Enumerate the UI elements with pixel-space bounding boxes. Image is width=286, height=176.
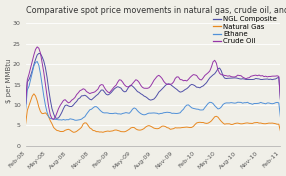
Ethane <box>132 107 136 109</box>
NGL Composite <box>178 91 182 93</box>
Line: Ethane: Ethane <box>26 61 281 120</box>
Natural Gas <box>178 127 182 129</box>
Text: Comparative spot price movements in natural gas, crude oil, and NGLs: Comparative spot price movements in natu… <box>26 6 286 15</box>
Natural Gas <box>90 128 93 130</box>
NGL Composite <box>203 83 206 85</box>
Natural Gas <box>233 123 236 125</box>
Crude Oil <box>203 74 206 77</box>
Crude Oil <box>132 81 136 83</box>
Line: Natural Gas: Natural Gas <box>26 94 281 132</box>
Ethane <box>91 107 95 109</box>
Ethane <box>35 60 39 62</box>
Crude Oil <box>24 103 27 105</box>
NGL Composite <box>279 99 282 101</box>
Natural Gas <box>132 127 136 129</box>
Y-axis label: $ per MMBtu: $ per MMBtu <box>5 58 11 103</box>
Ethane <box>203 106 206 109</box>
Natural Gas <box>32 93 36 95</box>
Natural Gas <box>123 131 126 133</box>
Crude Oil <box>35 46 39 48</box>
NGL Composite <box>91 98 95 100</box>
Ethane <box>233 102 236 104</box>
Ethane <box>75 119 78 121</box>
Ethane <box>178 112 182 114</box>
Crude Oil <box>52 118 55 120</box>
Natural Gas <box>101 131 105 133</box>
Line: NGL Composite: NGL Composite <box>26 54 281 118</box>
Line: Crude Oil: Crude Oil <box>26 47 281 119</box>
NGL Composite <box>123 91 126 93</box>
Ethane <box>279 116 282 118</box>
Natural Gas <box>24 122 27 125</box>
Ethane <box>123 112 126 114</box>
Crude Oil <box>178 78 182 81</box>
Natural Gas <box>203 122 206 124</box>
Ethane <box>24 108 27 110</box>
Crude Oil <box>91 92 95 94</box>
Crude Oil <box>123 84 126 86</box>
NGL Composite <box>233 77 236 79</box>
NGL Composite <box>24 103 27 105</box>
Natural Gas <box>279 130 282 132</box>
NGL Composite <box>37 52 41 55</box>
Crude Oil <box>279 99 282 101</box>
NGL Composite <box>132 87 136 89</box>
Crude Oil <box>233 76 236 78</box>
NGL Composite <box>55 117 59 119</box>
Legend: NGL Composite, Natural Gas, Ethane, Crude Oil: NGL Composite, Natural Gas, Ethane, Crud… <box>213 16 277 44</box>
